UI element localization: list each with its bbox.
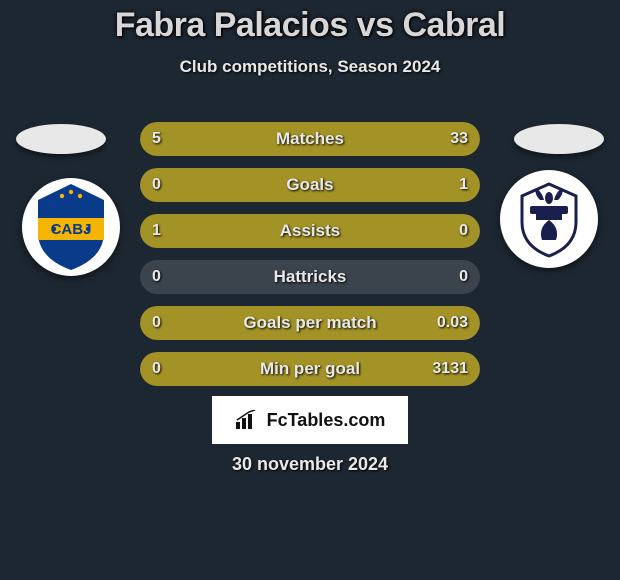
- stat-value-left: 0: [152, 168, 161, 202]
- stat-value-left: 0: [152, 260, 161, 294]
- stat-value-left: 0: [152, 352, 161, 386]
- stat-value-right: 33: [450, 122, 468, 156]
- left-player-ellipse: [16, 124, 106, 154]
- brand-badge: FcTables.com: [212, 396, 408, 444]
- stat-value-left: 0: [152, 306, 161, 340]
- stat-value-right: 3131: [432, 352, 468, 386]
- stat-label: Hattricks: [140, 260, 480, 294]
- stat-label: Matches: [140, 122, 480, 156]
- stat-value-left: 5: [152, 122, 161, 156]
- stat-value-left: 1: [152, 214, 161, 248]
- subtitle: Club competitions, Season 2024: [0, 57, 620, 77]
- svg-text:CABJ: CABJ: [51, 221, 92, 238]
- chart-icon: [235, 410, 261, 430]
- stat-label: Min per goal: [140, 352, 480, 386]
- stat-value-right: 0: [459, 260, 468, 294]
- stat-label: Goals: [140, 168, 480, 202]
- left-club-logo: CABJ: [22, 178, 120, 276]
- stat-row: Goals per match0 0.03: [140, 306, 480, 340]
- page-title: Fabra Palacios vs Cabral: [0, 6, 620, 45]
- stat-row: Assists1 0: [140, 214, 480, 248]
- gelp-logo-icon: [500, 170, 598, 268]
- footer-date: 30 november 2024: [0, 454, 620, 475]
- stat-bars: Matches533Goals01Assists10Hattricks00Goa…: [140, 122, 480, 398]
- stat-label: Goals per match: [140, 306, 480, 340]
- stat-row: Goals0 1: [140, 168, 480, 202]
- stat-value-right: 0: [459, 214, 468, 248]
- right-club-logo: [500, 170, 598, 268]
- infographic: Fabra Palacios vs Cabral Club competitio…: [0, 0, 620, 580]
- stat-row: Matches5 33: [140, 122, 480, 156]
- stat-value-right: 1: [459, 168, 468, 202]
- stat-row: Min per goal0 3131: [140, 352, 480, 386]
- cabj-logo-icon: CABJ: [22, 178, 120, 276]
- stat-row: Hattricks0 0: [140, 260, 480, 294]
- stat-label: Assists: [140, 214, 480, 248]
- stat-value-right: 0.03: [437, 306, 468, 340]
- right-player-ellipse: [514, 124, 604, 154]
- brand-text: FcTables.com: [267, 410, 386, 431]
